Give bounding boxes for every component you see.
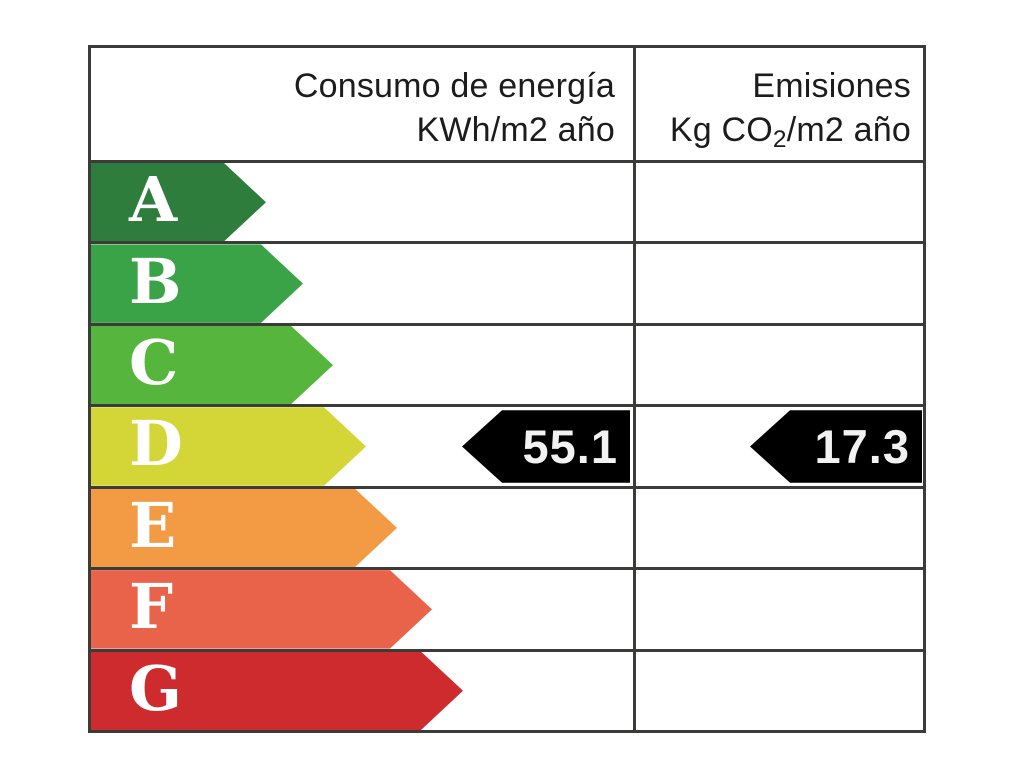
rating-letter-a: A [129,163,178,237]
emissions-indicator-arrow: 17.3 [750,410,922,483]
rating-row-d: D 55.1 17.3 [91,404,923,485]
rating-letter-d: D [129,407,183,481]
rating-row-a: A [91,160,923,241]
column-divider-line [633,48,636,730]
rating-letter-e: E [129,488,177,562]
rating-letter-g: G [129,651,182,725]
rating-arrow-e: E [91,489,397,567]
rating-arrow-f: F [91,570,432,648]
rating-letter-f: F [129,570,174,644]
rating-letter-b: B [129,244,182,318]
rating-letter-c: C [129,326,179,400]
rating-arrow-a: A [91,163,266,241]
energy-label-table: Consumo de energía KWh/m2 año Emisiones … [88,45,926,733]
header-consumption-cell: Consumo de energía KWh/m2 año [91,48,633,160]
rating-row-c: C [91,322,923,404]
rating-arrow-c: C [91,326,333,404]
emissions-title: Emisiones [752,67,911,105]
header-emissions-cell: Emisiones Kg CO2/m2 año [633,48,923,160]
rating-arrow-b: B [91,244,303,322]
rating-row-g: G [91,648,923,730]
rating-arrow-g: G [91,652,463,730]
consumption-title: Consumo de energía [293,67,615,105]
consumption-value: 55.1 [522,419,618,473]
emissions-value: 17.3 [814,419,910,473]
rating-row-b: B [91,241,923,322]
table-header-row: Consumo de energía KWh/m2 año Emisiones … [91,48,923,160]
consumption-indicator-arrow: 55.1 [462,410,630,483]
rating-arrow-d: D [91,407,366,485]
rating-row-e: E [91,485,923,567]
co2-subscript: 2 [772,125,787,153]
consumption-unit: KWh/m2 año [416,111,615,149]
emissions-unit: Kg CO2/m2 año [669,111,911,153]
rating-row-f: F [91,567,923,648]
